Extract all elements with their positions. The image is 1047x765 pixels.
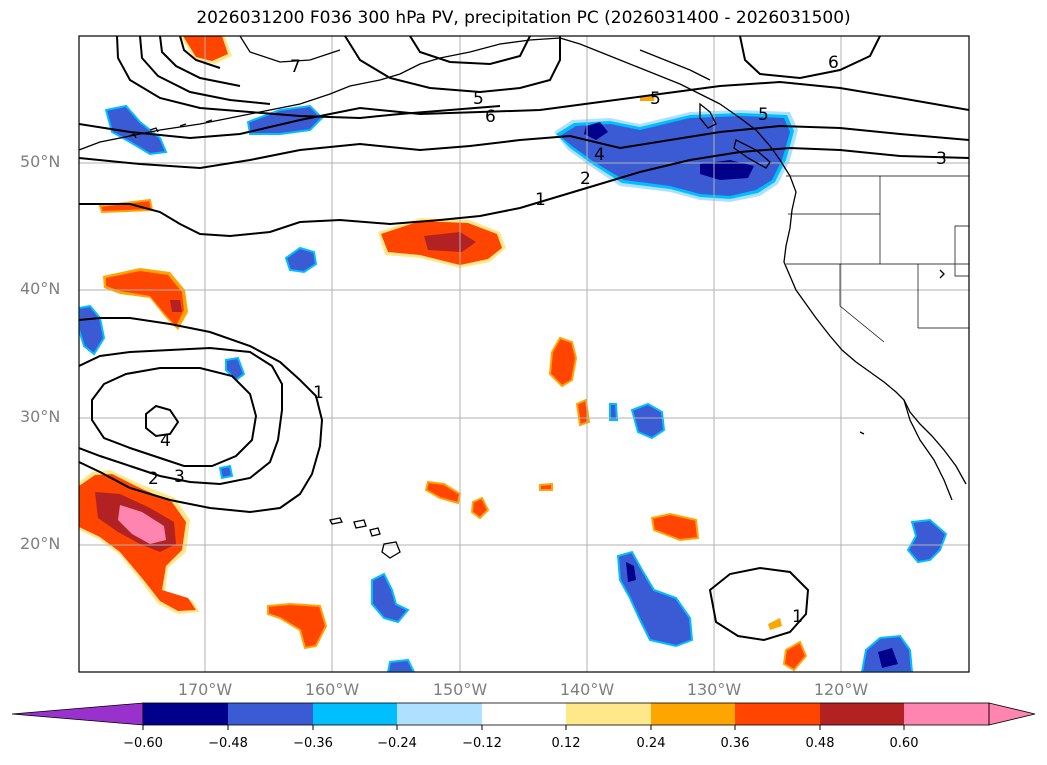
lon-label-120w: 120°W bbox=[813, 680, 869, 699]
colorbar-tick-label: 0.48 bbox=[805, 736, 835, 751]
colorbar-segment bbox=[735, 703, 820, 725]
contour-label: 5 bbox=[473, 89, 484, 109]
lat-label-20n: 20°N bbox=[20, 534, 61, 553]
colorbar-tick-label: −0.24 bbox=[377, 736, 417, 751]
contour-label: 5 bbox=[650, 89, 661, 109]
map-frame bbox=[78, 35, 970, 673]
colorbar-segment bbox=[313, 703, 397, 725]
colorbar-segment bbox=[397, 703, 482, 725]
colorbar-segment bbox=[143, 703, 228, 725]
lon-label-150w: 150°W bbox=[432, 680, 488, 699]
colorbar-tick-label: 0.24 bbox=[636, 736, 666, 751]
colorbar-tick-label: 0.12 bbox=[551, 736, 581, 751]
contour-label: 7 bbox=[290, 57, 301, 77]
contour-label: 1 bbox=[792, 607, 803, 627]
contour-label: 2 bbox=[580, 169, 591, 189]
contour-label: 6 bbox=[485, 107, 496, 127]
lon-label-170w: 170°W bbox=[177, 680, 233, 699]
colorbar-tick-label: −0.36 bbox=[293, 736, 333, 751]
colorbar bbox=[11, 702, 1036, 730]
colorbar-segment bbox=[482, 703, 566, 725]
colorbar-tick-label: 0.36 bbox=[720, 736, 750, 751]
figure-title: 2026031200 F036 300 hPa PV, precipitatio… bbox=[196, 8, 851, 28]
precip-negative-fields bbox=[79, 104, 948, 672]
contour-label: 5 bbox=[758, 105, 769, 125]
contour-labels: 1 2 4 3 5 6 5 5 6 7 1 4 2 3 1 bbox=[148, 53, 947, 627]
coastlines bbox=[79, 36, 967, 559]
lon-label-140w: 140°W bbox=[559, 680, 615, 699]
contour-label: 2 bbox=[148, 469, 159, 489]
contour-label: 6 bbox=[828, 53, 839, 73]
lat-label-50n: 50°N bbox=[20, 152, 61, 171]
lon-label-160w: 160°W bbox=[304, 680, 360, 699]
contour-label: 1 bbox=[535, 190, 546, 210]
colorbar-tick-label: −0.12 bbox=[462, 736, 502, 751]
colorbar-segment bbox=[904, 703, 989, 725]
lat-label-40n: 40°N bbox=[20, 279, 61, 298]
colorbar-extend-high bbox=[988, 702, 1036, 726]
contour-label: 3 bbox=[174, 467, 185, 487]
contour-label: 4 bbox=[594, 145, 605, 165]
colorbar-tick-label: 0.60 bbox=[889, 736, 919, 751]
colorbar-segment bbox=[566, 703, 651, 725]
colorbar-tick-label: −0.60 bbox=[123, 736, 163, 751]
colorbar-segment bbox=[228, 703, 313, 725]
colorbar-tick-label: −0.48 bbox=[208, 736, 248, 751]
colorbar-segment bbox=[651, 703, 735, 725]
colorbar-segment bbox=[820, 703, 904, 725]
pv-contours bbox=[79, 36, 969, 642]
precip-positive-fields bbox=[79, 36, 808, 672]
contour-label: 4 bbox=[160, 431, 171, 451]
contour-label: 1 bbox=[313, 383, 324, 403]
borders bbox=[786, 175, 969, 343]
lat-label-30n: 30°N bbox=[20, 407, 61, 426]
contour-label: 3 bbox=[936, 149, 947, 169]
lon-label-130w: 130°W bbox=[686, 680, 742, 699]
gridlines bbox=[79, 36, 969, 672]
colorbar-extend-low bbox=[11, 702, 144, 726]
